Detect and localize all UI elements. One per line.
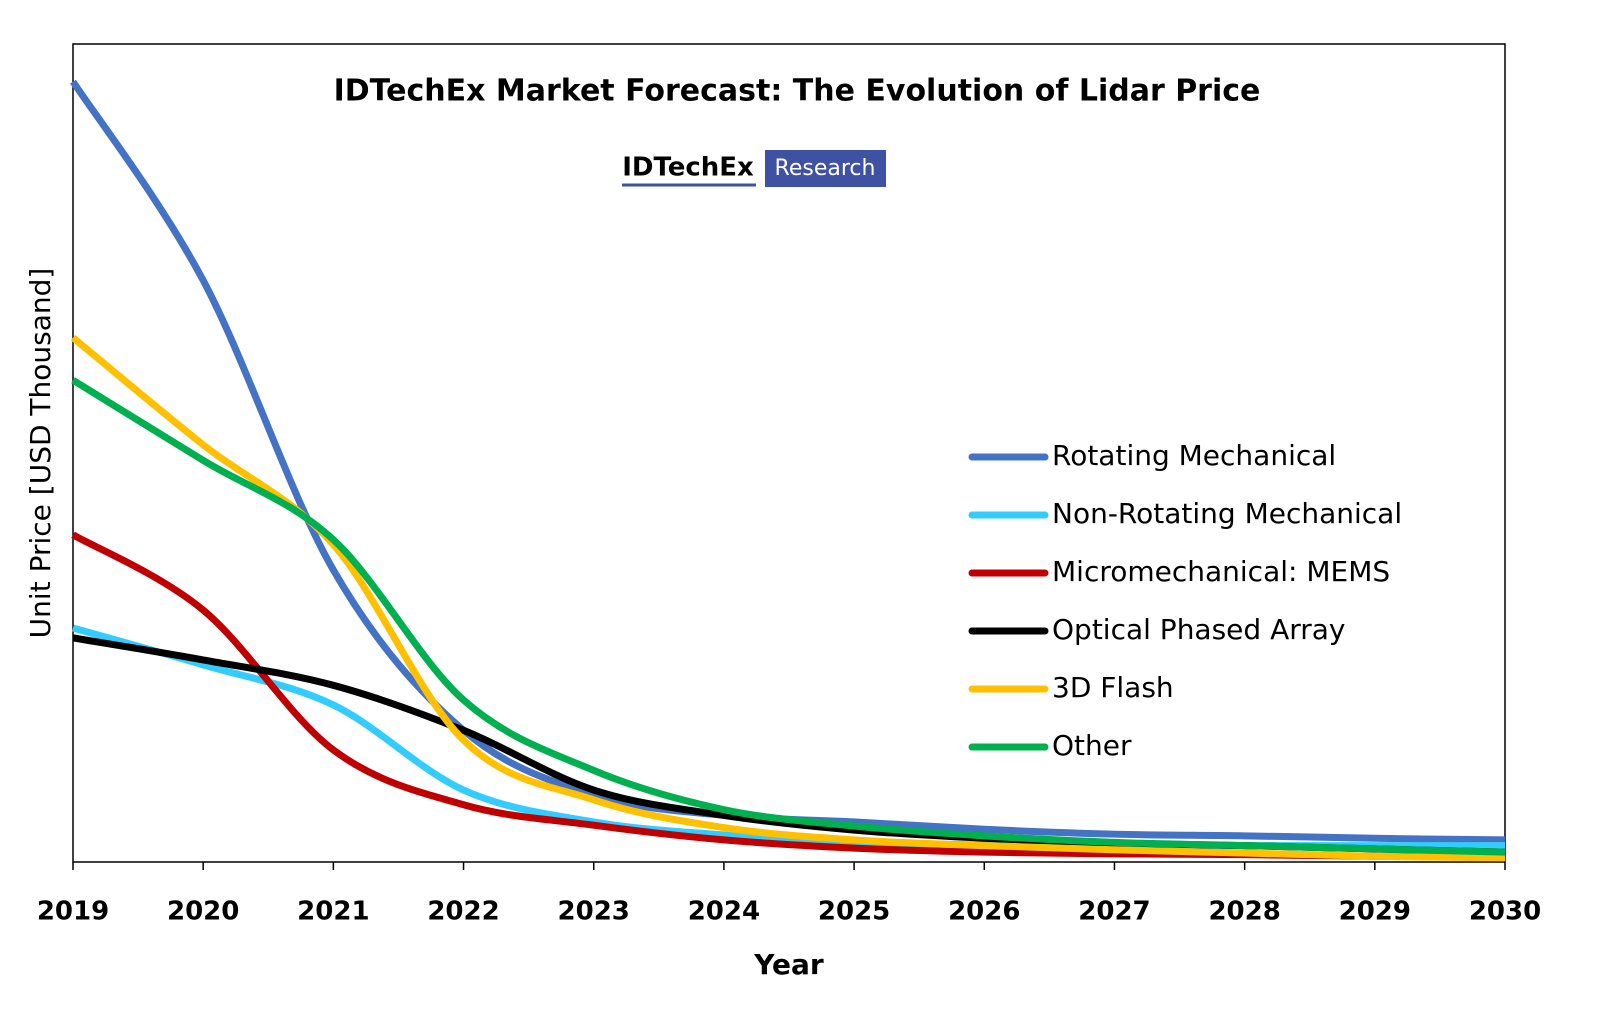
x-tick-label: 2027 <box>1078 897 1150 927</box>
x-tick-label: 2028 <box>1208 897 1280 927</box>
y-axis-label: Unit Price [USD Thousand] <box>24 268 57 639</box>
legend-label: Non-Rotating Mechanical <box>1052 497 1402 530</box>
x-tick-label: 2022 <box>427 897 499 927</box>
x-tick-label: 2024 <box>688 897 760 927</box>
logo-tag: Research <box>775 156 876 181</box>
legend-label: Other <box>1052 729 1132 762</box>
x-tick-label: 2020 <box>167 897 239 927</box>
x-tick-label: 2023 <box>558 897 630 927</box>
x-tick-label: 2026 <box>948 897 1020 927</box>
legend-label: Optical Phased Array <box>1052 613 1346 646</box>
series-line <box>71 377 1506 856</box>
logo-box <box>765 150 886 187</box>
x-tick-label: 2025 <box>818 897 890 927</box>
series-line <box>70 334 1506 862</box>
legend-label: Micromechanical: MEMS <box>1052 555 1390 588</box>
x-tick-label: 2029 <box>1339 897 1411 927</box>
x-tick-label: 2019 <box>37 897 109 927</box>
logo-brand: IDTechEx <box>622 153 754 183</box>
legend-label: Rotating Mechanical <box>1052 439 1336 472</box>
plot-frame <box>72 43 1506 863</box>
x-tick-label: 2030 <box>1469 897 1541 927</box>
chart-title: IDTechEx Market Forecast: The Evolution … <box>334 74 1261 109</box>
x-tick-label: 2021 <box>297 897 369 927</box>
legend-label: 3D Flash <box>1052 671 1174 704</box>
x-axis-label: Year <box>753 948 824 981</box>
series-line <box>72 624 1505 850</box>
